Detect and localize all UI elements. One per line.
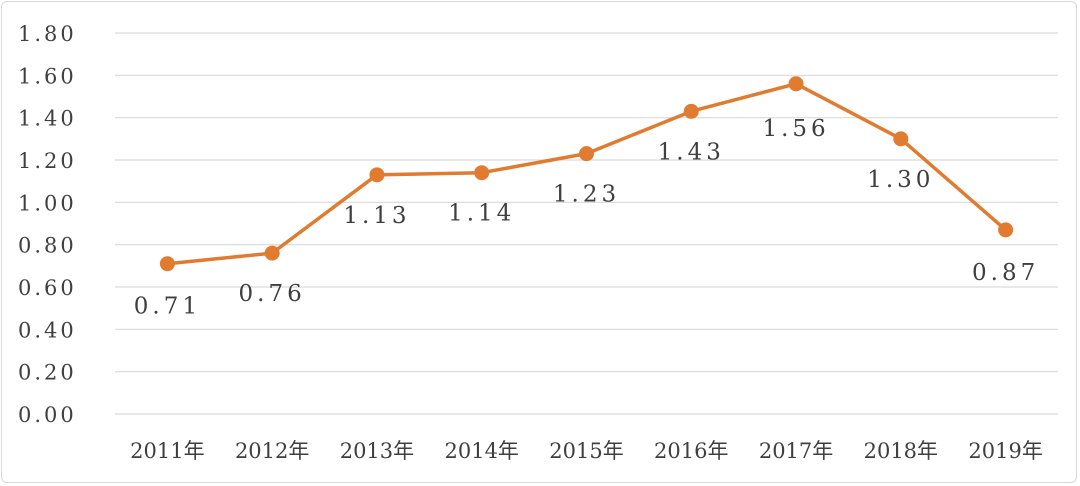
x-tick-label: 2018年 <box>864 439 938 463</box>
y-tick-label: 1.80 <box>18 22 77 46</box>
x-tick-label: 2015年 <box>549 439 623 463</box>
data-label: 1.13 <box>343 203 410 229</box>
data-point <box>369 167 385 183</box>
x-axis: 2011年 2012年 2013年 2014年 2015年 2016年 2017年 2018年… <box>130 439 1043 463</box>
data-label: 1.14 <box>448 201 515 227</box>
y-tick-label: 1.60 <box>18 64 77 88</box>
x-tick-label: 2013年 <box>340 439 414 463</box>
data-label: 1.30 <box>867 167 934 193</box>
series <box>159 76 1014 272</box>
y-tick-label: 0.60 <box>18 276 77 300</box>
y-axis: 0.00 0.20 0.40 0.60 0.80 1.00 1.20 1.40 1.60 1.80 <box>18 22 77 427</box>
data-point <box>893 131 909 147</box>
x-tick-label: 2014年 <box>444 439 518 463</box>
y-tick-label: 0.00 <box>18 403 77 427</box>
x-tick-label: 2017年 <box>759 439 833 463</box>
x-tick-label: 2016年 <box>654 439 728 463</box>
data-point <box>264 245 280 261</box>
y-tick-label: 1.00 <box>18 191 77 215</box>
x-tick-label: 2019年 <box>968 439 1042 463</box>
x-tick-label: 2012年 <box>235 439 309 463</box>
data-label: 1.56 <box>762 116 829 142</box>
gridlines <box>115 32 1058 415</box>
data-label: 1.43 <box>658 139 725 165</box>
data-point <box>683 103 699 119</box>
x-tick-label: 2011年 <box>130 439 204 463</box>
data-point <box>788 76 804 92</box>
data-point <box>998 222 1014 238</box>
data-labels: 0.71 0.76 1.13 1.14 1.23 1.43 1.56 1.30 0.87 <box>134 116 1039 320</box>
data-point <box>579 146 594 162</box>
y-tick-label: 0.80 <box>18 234 77 258</box>
y-tick-label: 1.20 <box>18 149 77 173</box>
data-label: 0.71 <box>134 294 201 320</box>
data-label: 1.23 <box>553 182 620 208</box>
y-tick-label: 1.40 <box>18 107 77 131</box>
data-label: 0.76 <box>239 281 306 307</box>
data-point <box>159 256 175 272</box>
y-tick-label: 0.20 <box>18 361 77 385</box>
y-tick-label: 0.40 <box>18 318 77 342</box>
data-label: 0.87 <box>972 260 1039 286</box>
data-point <box>474 165 490 181</box>
